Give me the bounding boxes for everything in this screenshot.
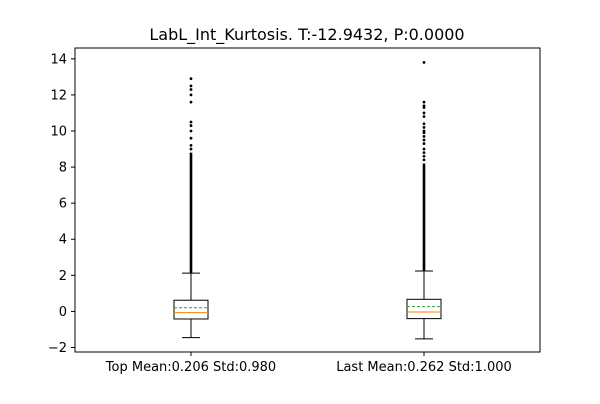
outlier-point [422,135,426,138]
y-tick-label: −2 [48,341,67,356]
outlier-point [422,100,426,104]
outlier-point [422,158,426,162]
y-tick-label: 14 [50,52,67,67]
outlier-point [422,115,426,118]
y-tick-label: 4 [59,233,67,248]
axes-frame [74,47,541,353]
x-tick-label: Last Mean:0.262 Std:1.000 [336,360,512,375]
outlier-point [189,84,193,88]
outlier-point [422,61,426,64]
iqr-box [173,299,209,320]
outlier-point [422,142,426,146]
outlier-point [422,125,426,129]
outlier-point [422,138,426,142]
outlier-point [422,151,426,155]
plot-area: −2 0 2 4 6 8 10 12 14 Top Mean:0.206 Std:0.980 Las… [48,47,541,375]
y-tick-label: 12 [50,88,67,103]
outlier-point [422,129,426,133]
y-tick-label: 10 [50,124,67,139]
outlier-point [189,144,193,147]
outlier-point [189,147,193,151]
outlier-point [422,122,426,126]
outlier-point [189,129,193,133]
y-tick-label: 6 [59,197,67,212]
outlier-point [189,88,193,91]
outlier-point [189,93,193,97]
x-tick-label: Top Mean:0.206 Std:0.980 [105,360,276,375]
chart-title: LabL_Int_Kurtosis. T:-12.9432, P:0.0000 [149,25,464,45]
outlier-point [189,120,193,124]
outlier-point [422,111,426,115]
outlier-point [189,100,193,104]
outlier-point [189,124,193,127]
outlier-point [422,104,426,108]
iqr-box [406,298,442,320]
y-tick-label: 2 [59,269,67,284]
y-tick-label: 0 [59,305,67,320]
y-tick-label: 8 [59,161,67,176]
outlier-point [422,154,426,158]
outlier-point [189,136,193,140]
outlier-point [422,147,426,151]
outlier-point [189,77,193,81]
